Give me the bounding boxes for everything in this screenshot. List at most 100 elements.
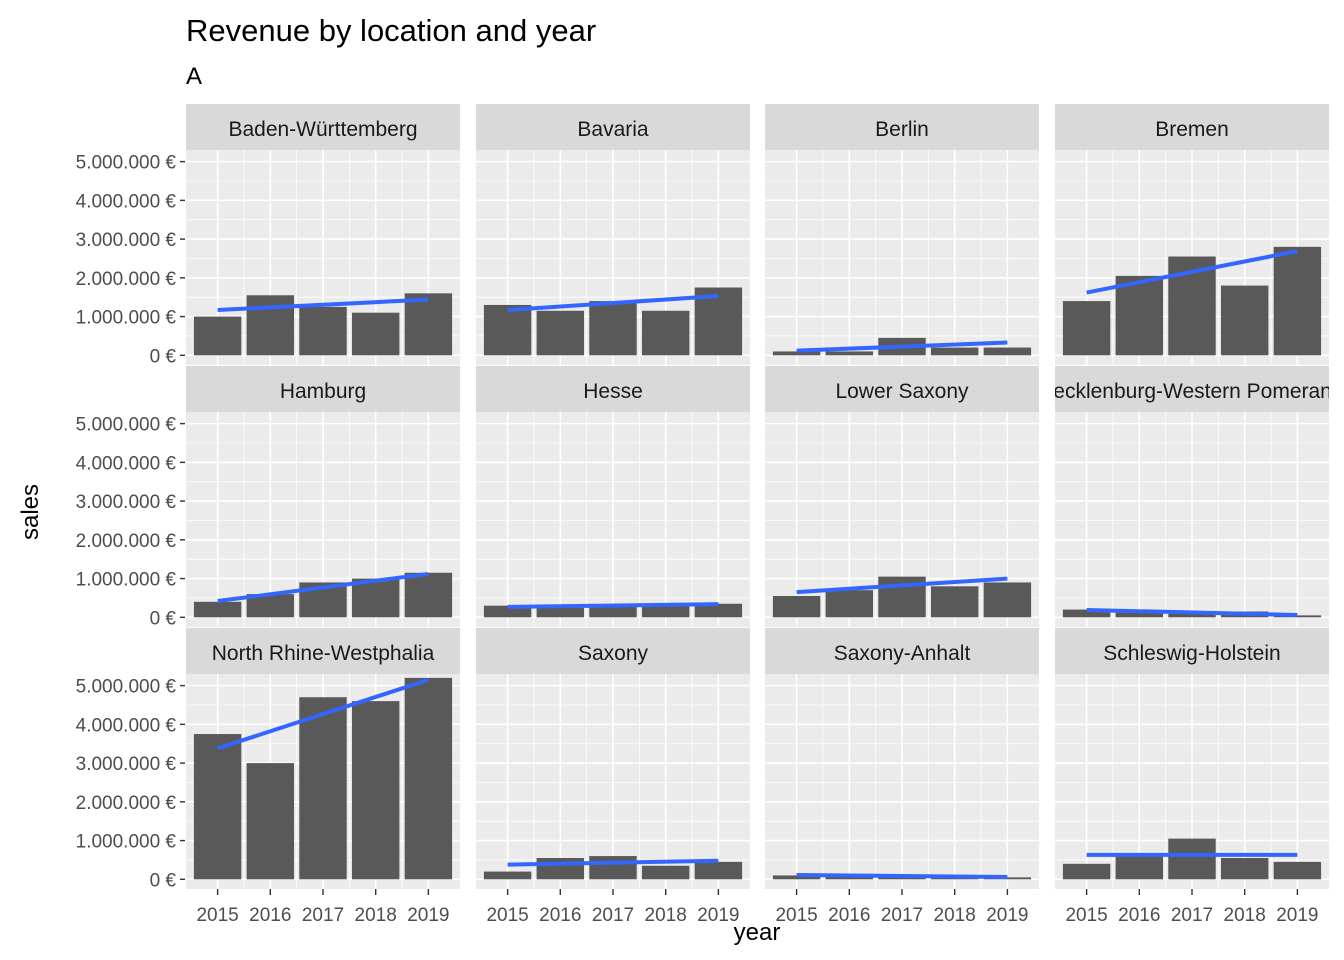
x-tick-label: 2018 [1224, 905, 1266, 926]
panel-berlin: Berlin [765, 104, 1039, 365]
y-tick-label: 0 € [150, 870, 177, 891]
x-tick-label: 2017 [881, 905, 923, 926]
x-tick-label: 2018 [934, 905, 976, 926]
bar [404, 293, 453, 356]
panel-saxony: Saxony 2015 2016 2017 2018 2019 [476, 628, 750, 926]
panel-bremen: Bremen [1055, 104, 1329, 365]
x-tick-label: 2018 [645, 905, 687, 926]
bar [983, 877, 1032, 880]
facet-strip [765, 366, 1039, 412]
x-tick-label: 2017 [592, 905, 634, 926]
y-tick-label: 4.000.000 € [76, 453, 177, 474]
panel-hamburg: Hamburg 0 € 1.000.000 € 2.000.000 € 3.000.00… [76, 366, 460, 629]
panel-lower-saxony: Lower Saxony [765, 366, 1039, 627]
bar [483, 605, 532, 618]
bar [536, 607, 585, 618]
bar [299, 306, 347, 356]
bar [983, 347, 1032, 356]
bar [589, 605, 637, 618]
trend-line [796, 340, 1008, 353]
panel-baden-w-rttemberg: Baden-Württemberg 0 € 1.000.000 € 2.000.000… [76, 104, 460, 367]
bar [641, 605, 690, 618]
bar [1220, 858, 1269, 880]
facet-strip-label: Hesse [583, 380, 643, 403]
bar [694, 861, 743, 880]
bar [589, 301, 637, 356]
bar [772, 596, 821, 618]
bar [1115, 611, 1164, 618]
x-tick-label: 2016 [828, 905, 870, 926]
bar [536, 310, 585, 356]
facet-strip [765, 104, 1039, 150]
bar [246, 594, 295, 618]
facet-strip [1055, 366, 1329, 412]
bar [351, 578, 400, 618]
trend-line [507, 858, 719, 867]
x-tick-label: 2019 [1276, 905, 1318, 926]
bar [983, 582, 1032, 618]
y-tick-label: 4.000.000 € [76, 191, 177, 212]
bar [1273, 861, 1322, 880]
y-tick-label: 5.000.000 € [76, 415, 177, 436]
chart-subtitle: A [186, 63, 202, 90]
bar [772, 351, 821, 356]
facet-strip [186, 628, 460, 674]
bar [351, 701, 400, 880]
bar [930, 586, 979, 618]
y-tick-label: 4.000.000 € [76, 715, 177, 736]
bar [589, 856, 637, 880]
facet-strip-label: Mecklenburg-Western Pomerania [1036, 380, 1344, 403]
panel-north-rhine-westphalia: North Rhine-Westphalia 0 € 1.000.000 € 2.00… [76, 628, 460, 926]
bar [351, 312, 400, 356]
x-tick-label: 2016 [539, 905, 581, 926]
x-tick-label: 2019 [986, 905, 1028, 926]
bar [193, 601, 242, 618]
trend-line [216, 677, 430, 751]
y-tick-label: 2.000.000 € [76, 269, 177, 290]
panel-mecklenburg-western-pomerania: Mecklenburg-Western Pomerania [1036, 366, 1344, 627]
facet-strip [476, 628, 750, 674]
y-tick-label: 0 € [150, 346, 177, 367]
bar [694, 603, 743, 618]
y-tick-label: 1.000.000 € [76, 308, 177, 329]
facet-strip [186, 104, 460, 150]
facet-strip [1055, 628, 1329, 674]
bar [299, 697, 347, 880]
facet-strip-label: Saxony-Anhalt [834, 642, 971, 665]
y-tick-label: 3.000.000 € [76, 754, 177, 775]
bar [930, 347, 979, 356]
facet-strip [476, 366, 750, 412]
y-tick-label: 1.000.000 € [76, 570, 177, 591]
bar [772, 875, 821, 880]
panel-bavaria: Bavaria [476, 104, 750, 365]
trend-line [507, 294, 719, 312]
bar [1220, 285, 1269, 356]
facet-panels: Baden-Württemberg 0 € 1.000.000 € 2.000.000… [76, 104, 1344, 926]
bar [246, 763, 295, 880]
bar [404, 677, 453, 880]
bar [1062, 609, 1111, 618]
facet-strip [186, 366, 460, 412]
y-tick-label: 1.000.000 € [76, 832, 177, 853]
bar [246, 295, 295, 356]
bar [1273, 615, 1322, 618]
x-tick-label: 2019 [697, 905, 739, 926]
y-tick-label: 2.000.000 € [76, 793, 177, 814]
panel-hesse: Hesse [476, 366, 750, 627]
x-tick-label: 2015 [1065, 905, 1107, 926]
bar [825, 351, 874, 356]
facet-strip-label: North Rhine-Westphalia [212, 642, 435, 665]
facet-strip-label: Berlin [875, 118, 929, 141]
panel-schleswig-holstein: Schleswig-Holstein 2015 2016 2017 2018 2019 [1055, 628, 1329, 926]
x-tick-label: 2017 [1171, 905, 1213, 926]
x-axis-label: year [734, 919, 781, 946]
bar [1062, 301, 1111, 356]
facet-strip [1055, 104, 1329, 150]
facet-strip-label: Bavaria [577, 118, 649, 141]
y-tick-label: 5.000.000 € [76, 153, 177, 174]
bar [404, 572, 453, 618]
chart-title: Revenue by location and year [186, 13, 596, 48]
facet-strip-label: Saxony [578, 642, 649, 665]
trend-line [1086, 607, 1298, 617]
